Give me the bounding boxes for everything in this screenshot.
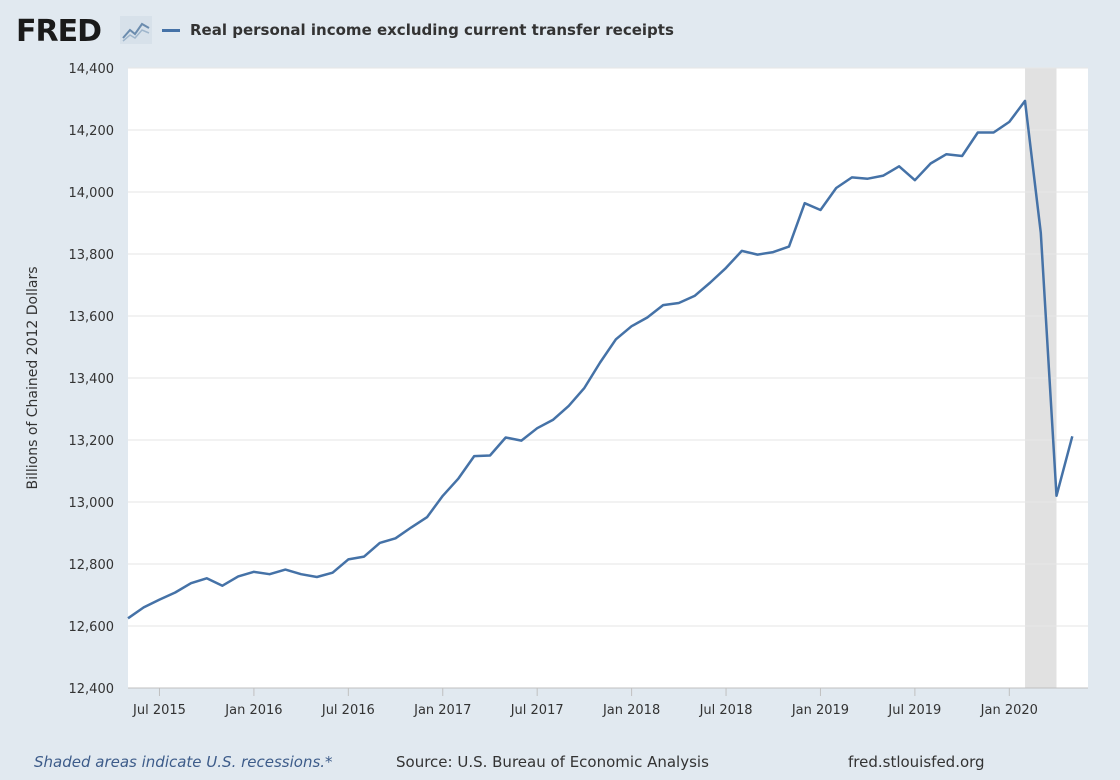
y-tick-label: 13,800 (69, 248, 115, 263)
series-line (127, 99, 1074, 620)
x-tick-label: Jan 2016 (224, 703, 282, 718)
x-tick-label: Jul 2017 (510, 703, 564, 718)
x-tick-label: Jul 2019 (887, 703, 941, 718)
x-tick-label: Jul 2018 (699, 703, 753, 718)
y-tick-label: 13,400 (69, 372, 115, 387)
legend-series-label: Real personal income excluding current t… (190, 21, 674, 39)
source-text: Source: U.S. Bureau of Economic Analysis (396, 753, 709, 771)
y-tick-label: 13,000 (69, 496, 115, 511)
legend: Real personal income excluding current t… (162, 18, 674, 42)
y-axis-label: Billions of Chained 2012 Dollars (25, 266, 41, 489)
y-tick-label: 14,400 (69, 62, 115, 77)
line-chart: 12,400 12,600 12,800 13,000 13,200 13,400 13,6… (25, 62, 1088, 718)
y-tick-label: 14,000 (69, 186, 115, 201)
x-tick-label: Jan 2018 (602, 703, 660, 718)
y-tick-label: 13,200 (69, 434, 115, 449)
x-tick-label: Jul 2016 (321, 703, 375, 718)
x-tick-label: Jan 2020 (980, 703, 1038, 718)
y-tick-label: 14,200 (69, 124, 115, 139)
line-chart-icon (120, 16, 152, 44)
fred-logo[interactable]: FRED (16, 14, 102, 49)
y-tick-label: 12,600 (69, 620, 115, 635)
x-tick-label: Jul 2015 (132, 703, 186, 718)
y-tick-label: 12,400 (69, 682, 115, 697)
chart-header: FRED Real personal income excluding curr… (0, 0, 1120, 60)
site-link[interactable]: fred.stlouisfed.org (848, 753, 985, 771)
x-tick-label: Jan 2019 (791, 703, 849, 718)
y-tick-label: 12,800 (69, 558, 115, 573)
y-tick-label: 13,600 (69, 310, 115, 325)
x-tick-label: Jan 2017 (413, 703, 471, 718)
recession-note-link[interactable]: Shaded areas indicate U.S. recessions.* (34, 753, 333, 771)
legend-swatch (162, 28, 180, 32)
